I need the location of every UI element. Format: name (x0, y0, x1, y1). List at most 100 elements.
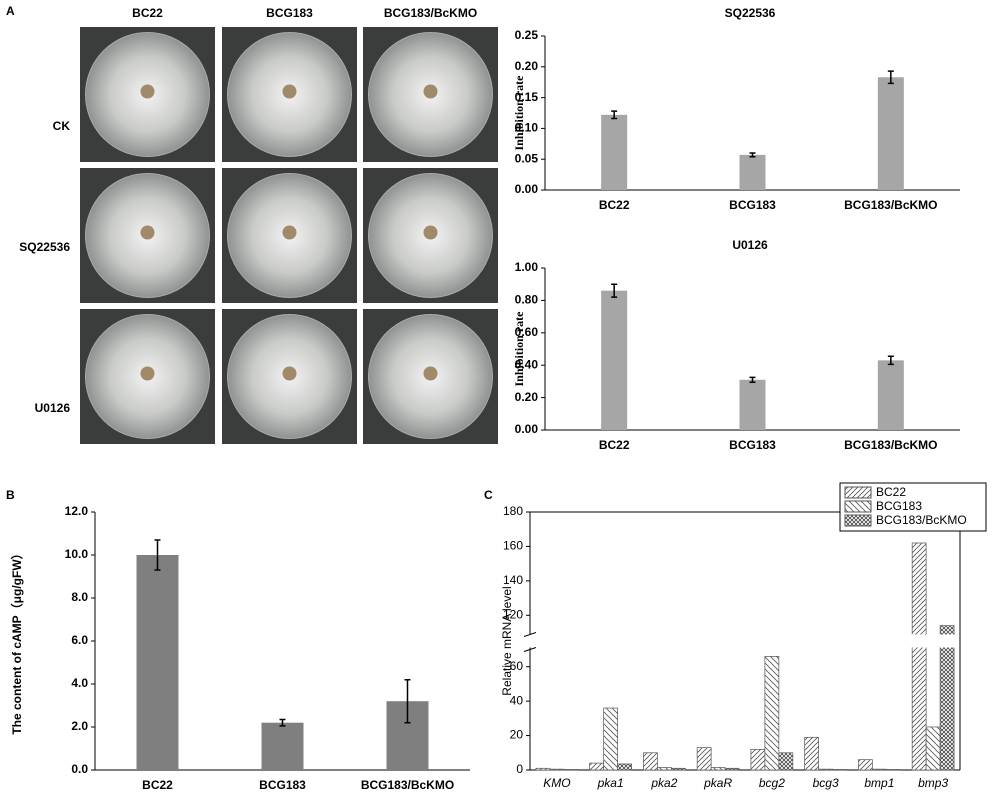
x-tick-label: BC22 (599, 438, 630, 452)
column-label: BCG183/BcKMO (384, 6, 477, 20)
bar (886, 769, 901, 771)
y-tick-label: 0.10 (515, 121, 539, 135)
bar (549, 768, 565, 771)
y-axis-label: Relative mRNA level (500, 586, 514, 695)
x-tick-label: bcg3 (813, 776, 839, 790)
x-tick-label: bmp3 (918, 776, 948, 790)
panel-label: C (484, 488, 493, 502)
bar (739, 154, 766, 190)
y-tick-label: 0.40 (515, 357, 539, 371)
error-bar (279, 718, 286, 727)
error-bar (887, 70, 894, 85)
y-tick-label: 1.00 (515, 260, 539, 274)
y-tick-label: 0.00 (515, 182, 539, 196)
bar (136, 555, 179, 770)
y-tick-label: 0 (516, 762, 523, 776)
axis-break-mark (523, 632, 537, 652)
x-tick-label: BC22 (142, 778, 173, 792)
inoculum (423, 225, 438, 240)
y-tick-label: 8.0 (71, 590, 88, 604)
bar (643, 752, 658, 771)
y-tick-label: 140 (503, 573, 523, 587)
error-bar (154, 539, 161, 571)
bar (877, 77, 904, 190)
bar (832, 769, 847, 771)
bar (696, 747, 712, 771)
bar (872, 768, 887, 771)
bar (589, 762, 604, 771)
x-tick-label: pka1 (597, 776, 624, 790)
legend-swatch (844, 500, 872, 513)
panel-label: B (6, 488, 15, 502)
y-tick-label: 0.20 (515, 59, 539, 73)
column-label: BC22 (132, 6, 163, 20)
bar (710, 767, 726, 771)
x-tick-label: BCG183/BcKMO (844, 438, 937, 452)
bar (657, 767, 672, 771)
y-tick-label: 160 (503, 539, 523, 553)
y-tick-label: 40 (510, 693, 524, 707)
x-tick-label: BCG183 (729, 198, 776, 212)
axis-break-gap (524, 634, 962, 648)
bar (563, 769, 579, 771)
bar (804, 736, 819, 771)
legend-swatch (844, 514, 872, 527)
panel-label: A (6, 4, 15, 18)
inoculum (140, 84, 155, 99)
y-tick-label: 0.20 (515, 390, 539, 404)
bar (939, 625, 955, 771)
chart-title: SQ22536 (725, 6, 776, 20)
x-tick-label: bcg2 (759, 776, 785, 790)
row-label: SQ22536 (19, 240, 70, 254)
bar (778, 752, 794, 771)
legend-label: BCG183/BcKMO (876, 513, 967, 527)
chart-title: U0126 (732, 238, 768, 252)
x-tick-label: BC22 (599, 198, 630, 212)
error-bar (404, 678, 411, 724)
bar (858, 759, 873, 771)
bar (925, 726, 941, 771)
error-bar (611, 283, 618, 298)
inoculum (282, 84, 297, 99)
y-tick-label: 180 (503, 504, 523, 518)
y-tick-label: 0.60 (515, 325, 539, 339)
bar (261, 722, 304, 770)
x-tick-label: pka2 (650, 776, 677, 790)
bar (877, 360, 904, 430)
bar (818, 768, 833, 771)
column-label: BCG183 (266, 6, 313, 20)
inoculum (140, 366, 155, 381)
legend-swatch (844, 486, 872, 499)
bar (911, 542, 927, 771)
bar (750, 748, 766, 771)
y-tick-label: 0.0 (71, 762, 88, 776)
bar (601, 290, 628, 430)
legend-label: BC22 (876, 485, 906, 499)
legend-label: BCG183 (876, 499, 922, 513)
x-tick-label: BCG183 (259, 778, 306, 792)
bar (601, 114, 628, 190)
error-bar (749, 376, 756, 383)
y-tick-label: 6.0 (71, 633, 88, 647)
inoculum (140, 225, 155, 240)
y-tick-label: 12.0 (65, 504, 89, 518)
y-axis-label: Inhibition rate (512, 75, 526, 151)
bar (671, 767, 686, 771)
inoculum (423, 84, 438, 99)
x-tick-label: bmp1 (864, 776, 894, 790)
x-tick-label: BCG183/BcKMO (361, 778, 454, 792)
y-tick-label: 10.0 (65, 547, 89, 561)
y-tick-label: 0.15 (515, 90, 539, 104)
y-tick-label: 0.25 (515, 28, 539, 42)
y-tick-label: 120 (503, 607, 523, 621)
error-bar (611, 110, 618, 120)
y-tick-label: 0.80 (515, 293, 539, 307)
bar (739, 379, 766, 430)
row-label: U0126 (35, 401, 71, 415)
x-tick-label: BCG183 (729, 438, 776, 452)
bar (617, 763, 632, 771)
inoculum (282, 366, 297, 381)
bar (603, 707, 618, 771)
bar (764, 656, 780, 771)
